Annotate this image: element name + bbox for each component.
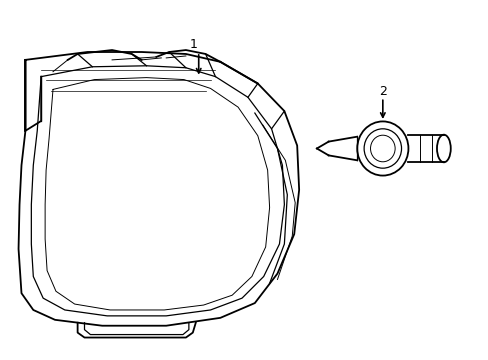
Text: 2: 2	[378, 85, 386, 98]
Text: 1: 1	[189, 38, 197, 51]
